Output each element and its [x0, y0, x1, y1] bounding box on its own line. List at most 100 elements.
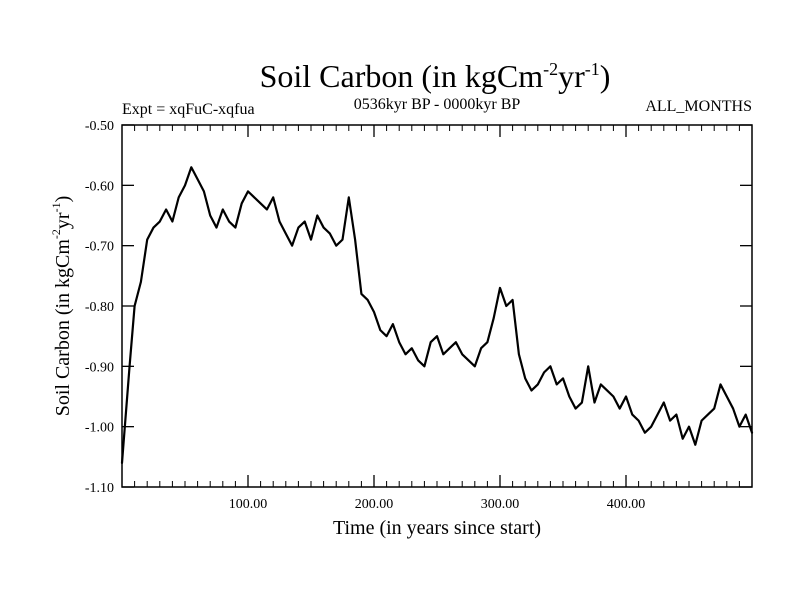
plot-frame [121, 124, 753, 488]
soil-carbon-data-point [184, 184, 186, 186]
soil-carbon-data-point [285, 233, 287, 235]
soil-carbon-data-point [474, 365, 476, 367]
soil-carbon-data-point [619, 407, 621, 410]
soil-carbon-data-point [329, 233, 331, 235]
soil-carbon-data-point [593, 401, 596, 404]
chart-title-main: Soil Carbon (in kgCm [260, 58, 544, 94]
soil-carbon-data-point [726, 395, 728, 398]
soil-carbon-data-point [379, 329, 381, 331]
soil-carbon-data-point [732, 407, 734, 410]
soil-carbon-data-point [411, 347, 413, 349]
x-tick-label: 200.00 [355, 497, 394, 512]
soil-carbon-data-point [272, 196, 274, 198]
soil-carbon-data-point [171, 220, 173, 223]
soil-carbon-data-point [423, 365, 425, 367]
soil-carbon-data-point [125, 414, 127, 416]
soil-carbon-data-point [222, 208, 224, 211]
soil-carbon-data-point [335, 245, 337, 247]
soil-carbon-data-point [304, 220, 306, 223]
soil-carbon-data-point [152, 226, 155, 229]
soil-carbon-data-point [367, 299, 369, 301]
y-tick-label: -1.10 [85, 481, 114, 496]
soil-carbon-data-point [486, 341, 488, 343]
soil-carbon-data-point [524, 377, 526, 379]
month-filter-label: ALL_MONTHS [645, 98, 752, 115]
soil-carbon-data-point [499, 287, 501, 289]
soil-carbon-data-point [669, 420, 671, 422]
soil-carbon-data-point [404, 353, 407, 355]
soil-carbon-data-point [530, 389, 533, 392]
soil-carbon-data-point [215, 226, 218, 229]
soil-carbon-data-point [360, 293, 362, 295]
soil-carbon-data-point [745, 414, 747, 416]
y-axis-title-middle: yr [52, 212, 74, 229]
soil-carbon-data-point [650, 426, 652, 428]
soil-carbon-data-point [373, 311, 375, 313]
soil-carbon-data-point [606, 389, 608, 392]
soil-carbon-data-point [511, 299, 514, 301]
soil-carbon-data-point [707, 414, 709, 416]
soil-carbon-data-point [436, 335, 438, 337]
soil-carbon-data-point [247, 190, 249, 192]
soil-carbon-data-point [348, 196, 350, 198]
y-axis-title-end: ) [52, 196, 74, 203]
soil-carbon-data-point [480, 347, 482, 349]
soil-carbon-data-point [518, 353, 520, 355]
soil-carbon-data-point [159, 220, 161, 223]
soil-carbon-data-point [694, 444, 696, 446]
soil-carbon-data-point [430, 341, 432, 343]
soil-carbon-data-point [178, 196, 180, 198]
soil-carbon-data-point [266, 208, 268, 211]
soil-carbon-data-point [562, 377, 564, 379]
soil-carbon-data-point [581, 401, 583, 404]
soil-carbon-data-point [738, 426, 741, 428]
soil-carbon-data-point [392, 323, 394, 325]
soil-carbon-data-point [688, 426, 690, 428]
soil-carbon-data-point [449, 347, 451, 349]
soil-carbon-data-point [713, 407, 715, 410]
line-layer [120, 166, 754, 464]
soil-carbon-data-point [203, 190, 205, 192]
soil-carbon-data-point [291, 245, 293, 247]
y-axis-title-superscript-2: -1 [49, 202, 63, 212]
soil-carbon-data-point [612, 395, 615, 398]
soil-carbon-data-point [656, 414, 659, 416]
soil-carbon-data-point [663, 401, 665, 404]
soil-carbon-data-point [128, 365, 131, 367]
soil-carbon-data-point [297, 226, 299, 229]
soil-carbon-data-point [121, 462, 123, 464]
soil-carbon-series-line [120, 166, 754, 464]
soil-carbon-data-point [719, 383, 722, 386]
y-tick-label: -0.50 [85, 119, 114, 134]
y-tick-label: -0.90 [85, 360, 114, 375]
soil-carbon-data-point [260, 202, 262, 205]
experiment-label: Expt = xqFuC-xqfua [122, 101, 255, 118]
soil-carbon-data-point [505, 305, 507, 307]
chart-title: Soil Carbon (in kgCm-2yr-1) [260, 58, 611, 94]
soil-carbon-data-point [241, 202, 243, 205]
soil-carbon-data-point [323, 226, 325, 229]
chart-title-superscript-2: -1 [585, 59, 600, 79]
tick-layer: -0.50 -0.60 -0.70 -0.80 -0.90 -1.00 -1.10 100.0… [85, 119, 752, 512]
soil-carbon-data-point [675, 414, 678, 416]
soil-carbon-data-point [543, 371, 545, 373]
soil-carbon-data-point [354, 239, 356, 241]
soil-carbon-data-point [751, 432, 753, 434]
soil-carbon-data-point [587, 365, 589, 367]
x-tick-label: 400.00 [607, 497, 646, 512]
x-tick-label: 100.00 [229, 497, 268, 512]
soil-carbon-data-point [600, 383, 602, 386]
soil-carbon-data-point [537, 383, 539, 386]
soil-carbon-data-point [556, 383, 558, 386]
soil-carbon-data-point [455, 341, 457, 343]
soil-carbon-data-point [461, 353, 463, 355]
chart-title-middle: yr [558, 58, 585, 94]
x-tick-label: 300.00 [481, 497, 520, 512]
y-tick-label: -0.60 [85, 179, 114, 194]
soil-carbon-data-point [631, 414, 633, 416]
soil-carbon-data-point [278, 220, 281, 223]
soil-carbon-data-point [234, 226, 236, 229]
soil-carbon-data-point [165, 208, 167, 211]
x-axis-title: Time (in years since start) [333, 517, 541, 539]
